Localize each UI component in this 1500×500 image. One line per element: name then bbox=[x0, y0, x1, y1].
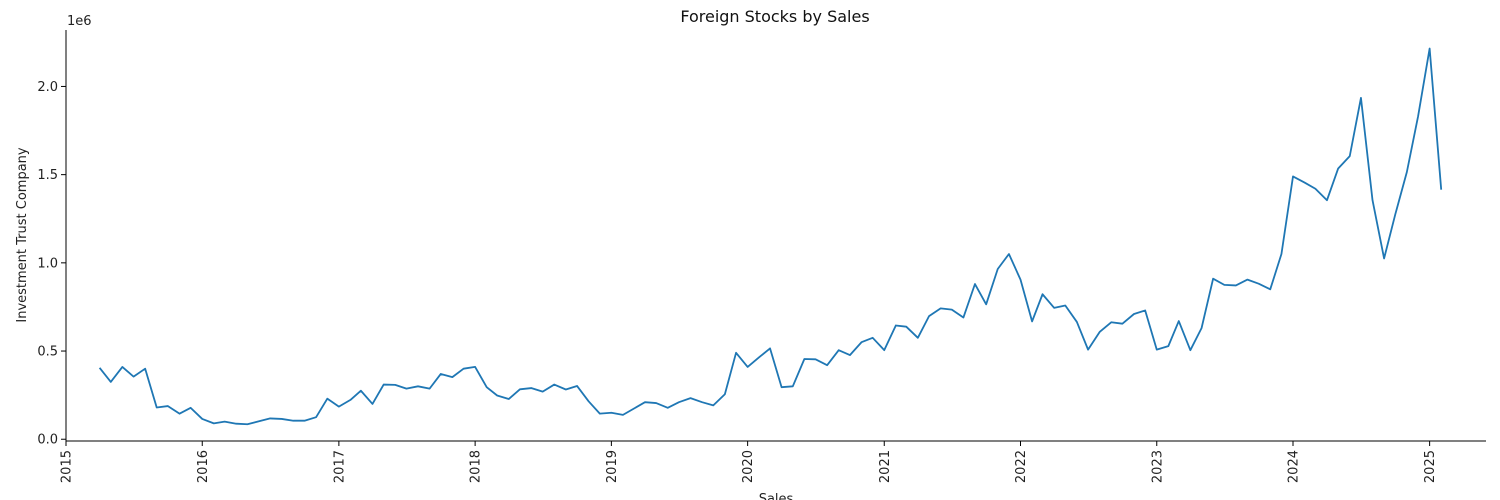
y-tick-label: 1.0 bbox=[37, 256, 58, 271]
x-tick-label: 2021 bbox=[878, 450, 893, 483]
y-tick-label: 0.0 bbox=[37, 433, 58, 448]
x-tick-label: 2018 bbox=[469, 450, 484, 483]
y-tick-label: 2.0 bbox=[37, 80, 58, 95]
x-tick-label: 2017 bbox=[332, 450, 347, 483]
x-axis-ticks: 2015 2016 2017 2018 2019 2020 2021 2022 2023 2024… bbox=[60, 441, 1438, 483]
y-tick-label: 1.5 bbox=[37, 168, 58, 183]
x-tick-label: 2025 bbox=[1423, 450, 1438, 483]
x-tick-label: 2023 bbox=[1150, 450, 1165, 483]
y-axis-multiplier: 1e6 bbox=[67, 14, 92, 29]
y-axis-title: Investment Trust Company bbox=[15, 147, 30, 323]
x-tick-label: 2020 bbox=[741, 450, 756, 483]
x-tick-label: 2015 bbox=[60, 450, 75, 483]
x-tick-label: 2022 bbox=[1014, 450, 1029, 483]
series-line bbox=[98, 47, 1443, 426]
y-tick-label: 0.5 bbox=[37, 345, 58, 360]
chart-title: Foreign Stocks by Sales bbox=[680, 7, 869, 26]
x-tick-label: 2019 bbox=[605, 450, 620, 483]
x-tick-label: 2024 bbox=[1287, 450, 1302, 483]
x-axis-title: Sales bbox=[759, 492, 794, 500]
y-axis-ticks: 0.0 0.5 1.0 1.5 2.0 bbox=[37, 80, 66, 448]
x-tick-label: 2016 bbox=[196, 450, 211, 483]
